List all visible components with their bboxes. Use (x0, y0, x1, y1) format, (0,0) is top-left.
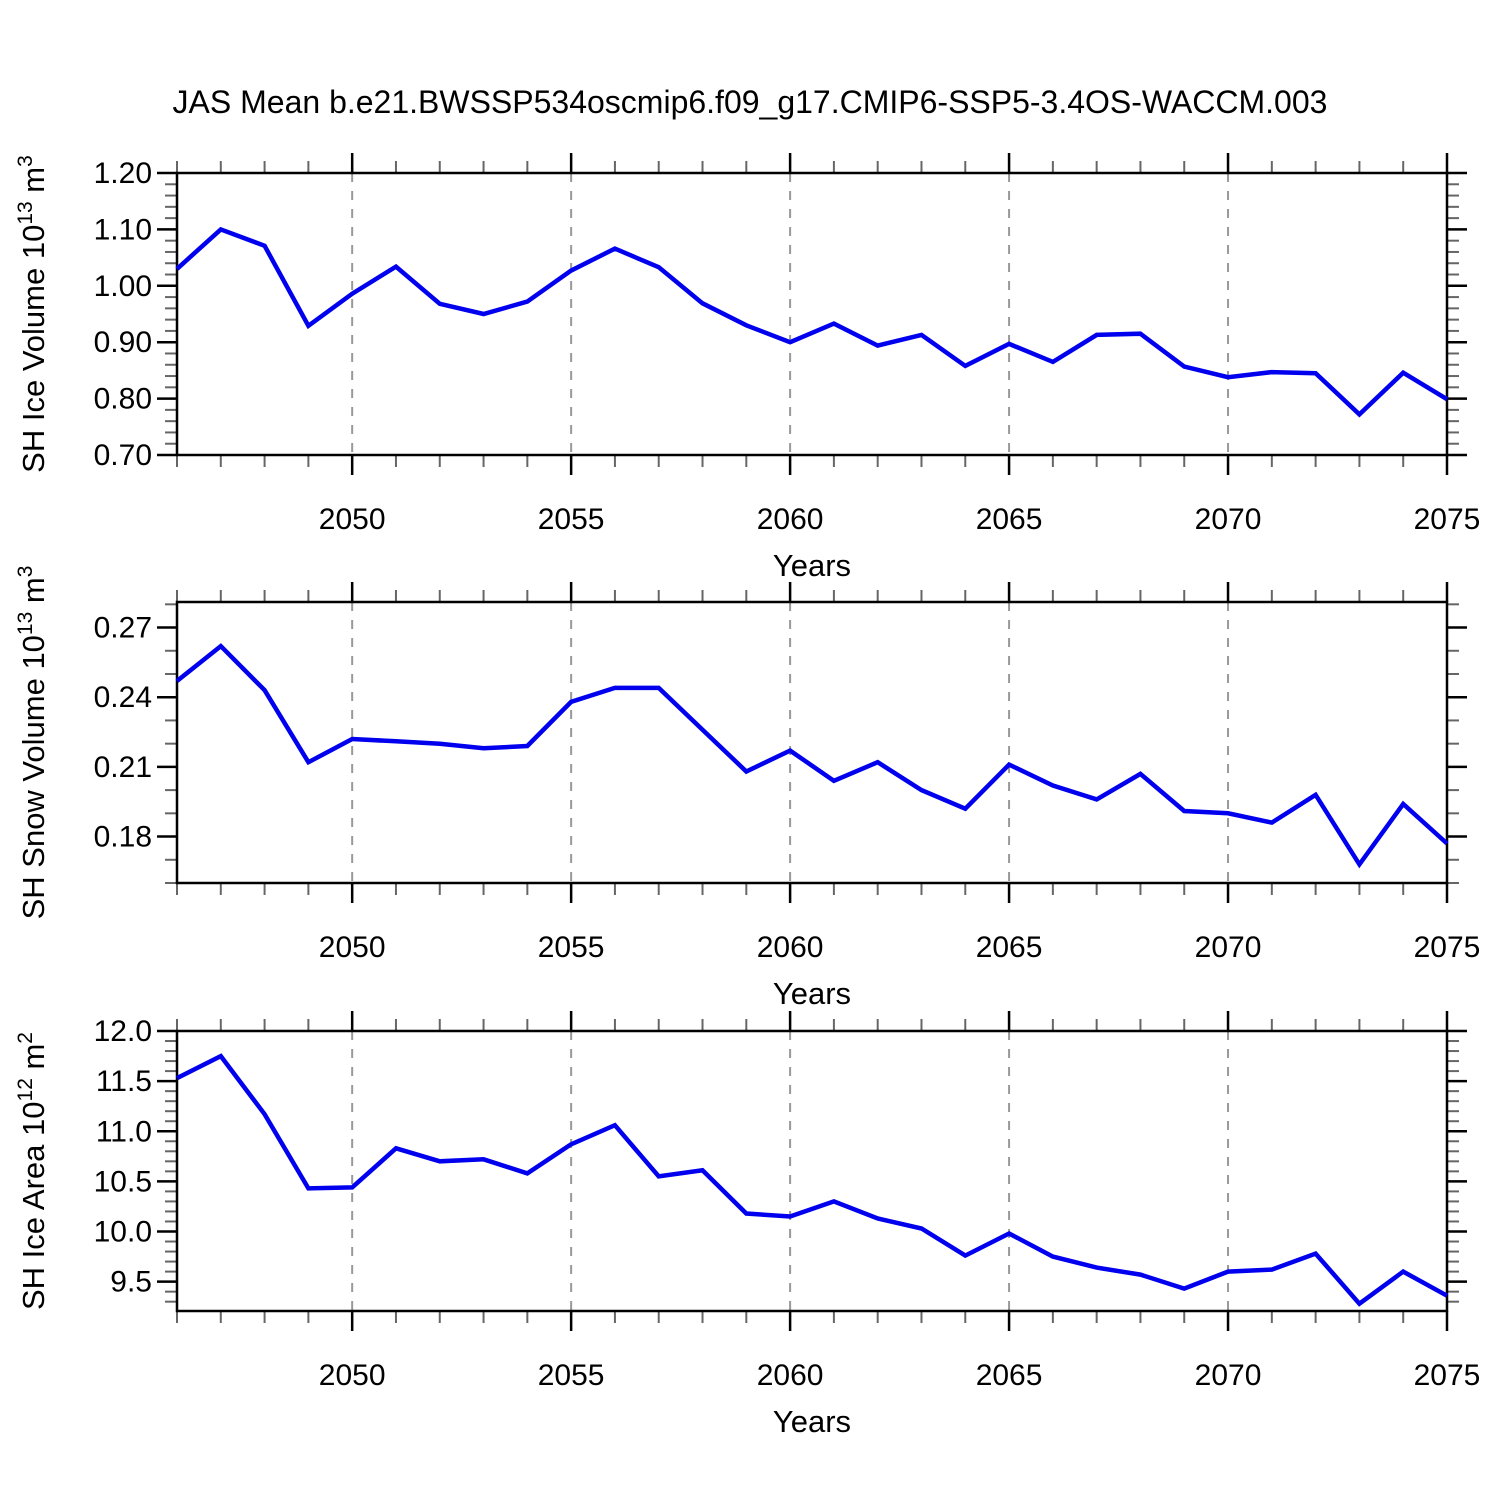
x-tick-label: 2065 (976, 503, 1043, 536)
data-line (175, 643, 1449, 869)
y-tick-label: 0.90 (94, 326, 152, 359)
plot-frame (175, 600, 1449, 885)
y-tick-label: 9.5 (110, 1266, 152, 1299)
x-tick-label: 2055 (538, 931, 605, 964)
y-axis-label: SH Ice Area 1012 m2 (14, 1032, 51, 1310)
x-tick-label: 2070 (1195, 503, 1262, 536)
y-tick-label: 12.0 (94, 1015, 152, 1048)
y-tick-label: 1.10 (94, 213, 152, 246)
figure-title: JAS Mean b.e21.BWSSP534oscmip6.f09_g17.C… (172, 84, 1328, 120)
x-axis-label: Years (773, 976, 851, 1011)
x-tick-label: 2050 (319, 503, 386, 536)
y-tick-label: 0.27 (94, 612, 152, 645)
x-axis-label: Years (773, 548, 851, 583)
x-tick-label: 2075 (1414, 931, 1481, 964)
y-tick-label: 1.00 (94, 270, 152, 303)
y-tick-label: 0.24 (94, 681, 152, 714)
x-tick-label: 2060 (757, 503, 824, 536)
x-tick-label: 2075 (1414, 503, 1481, 536)
x-tick-label: 2075 (1414, 1359, 1481, 1392)
plot-frame (175, 1029, 1449, 1313)
x-tick-label: 2055 (538, 1359, 605, 1392)
x-tick-label: 2055 (538, 503, 605, 536)
sh-snow-volume-chart: 2050 2055 2060 2065 2070 2075 0.18 0.21 0.24 0.27… (14, 566, 1480, 1011)
sh-ice-volume-chart: 2050 2055 2060 2065 2070 2075 0.70 0.80 0.90 1.00… (14, 153, 1480, 583)
y-tick-label: 10.5 (94, 1165, 152, 1198)
plot-frame (175, 171, 1449, 457)
y-tick-label: 0.18 (94, 821, 152, 854)
y-tick-label: 0.70 (94, 439, 152, 472)
y-tick-label: 11.0 (96, 1115, 152, 1148)
x-tick-label: 2050 (319, 931, 386, 964)
y-tick-label: 0.80 (94, 383, 152, 416)
x-tick-label: 2070 (1195, 931, 1262, 964)
x-tick-label: 2065 (976, 931, 1043, 964)
data-line (175, 226, 1449, 418)
y-tick-label: 10.0 (94, 1216, 152, 1249)
sh-ice-area-chart: 2050 2055 2060 2065 2070 2075 9.5 10.0 10.5 11.0 1… (14, 1011, 1480, 1439)
x-tick-label: 2060 (757, 931, 824, 964)
x-tick-label: 2065 (976, 1359, 1043, 1392)
x-axis-label: Years (773, 1404, 851, 1439)
y-tick-label: 11.5 (96, 1065, 152, 1098)
y-axis-label: SH Ice Volume 1013 m3 (14, 155, 51, 473)
x-tick-label: 2060 (757, 1359, 824, 1392)
y-tick-label: 1.20 (94, 157, 152, 190)
x-tick-label: 2070 (1195, 1359, 1262, 1392)
y-tick-label: 0.21 (94, 751, 152, 784)
x-tick-label: 2050 (319, 1359, 386, 1392)
data-line (175, 1053, 1449, 1307)
y-axis-label: SH Snow Volume 1013 m3 (14, 566, 51, 920)
